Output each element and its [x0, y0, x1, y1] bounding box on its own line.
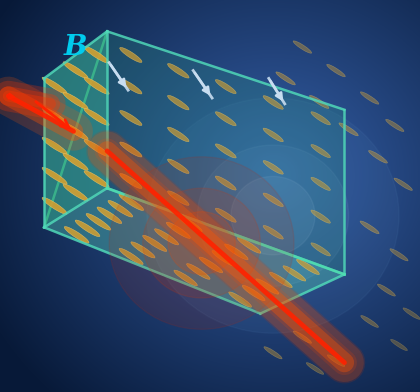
Ellipse shape	[63, 184, 88, 201]
Ellipse shape	[168, 127, 189, 142]
Ellipse shape	[311, 145, 331, 158]
Ellipse shape	[84, 46, 109, 63]
Circle shape	[168, 212, 235, 274]
Ellipse shape	[120, 111, 142, 125]
Ellipse shape	[293, 41, 312, 53]
Ellipse shape	[263, 225, 284, 239]
Ellipse shape	[131, 242, 155, 258]
Ellipse shape	[178, 216, 202, 232]
Ellipse shape	[339, 123, 358, 136]
Ellipse shape	[120, 174, 142, 189]
Ellipse shape	[42, 198, 67, 214]
Ellipse shape	[327, 355, 345, 367]
Circle shape	[147, 98, 399, 333]
Ellipse shape	[84, 171, 109, 187]
Ellipse shape	[264, 347, 282, 359]
Ellipse shape	[119, 194, 144, 211]
Ellipse shape	[119, 249, 143, 265]
Ellipse shape	[327, 64, 345, 77]
Circle shape	[231, 176, 315, 255]
Ellipse shape	[42, 77, 67, 94]
Ellipse shape	[394, 178, 412, 191]
Ellipse shape	[42, 107, 67, 124]
Ellipse shape	[63, 123, 88, 140]
Ellipse shape	[283, 266, 306, 281]
Ellipse shape	[263, 161, 284, 174]
Ellipse shape	[360, 221, 379, 234]
Ellipse shape	[237, 238, 261, 253]
Ellipse shape	[108, 200, 133, 217]
Ellipse shape	[368, 151, 388, 163]
Ellipse shape	[311, 210, 331, 223]
Ellipse shape	[212, 250, 236, 266]
Ellipse shape	[229, 292, 252, 307]
Ellipse shape	[42, 167, 67, 184]
Ellipse shape	[166, 222, 190, 238]
Ellipse shape	[84, 140, 109, 156]
Circle shape	[143, 188, 260, 298]
Ellipse shape	[168, 191, 189, 205]
Ellipse shape	[168, 64, 189, 78]
Ellipse shape	[225, 244, 248, 260]
Ellipse shape	[215, 144, 236, 158]
Polygon shape	[44, 31, 107, 227]
Ellipse shape	[276, 72, 295, 85]
Ellipse shape	[199, 257, 223, 273]
Ellipse shape	[97, 207, 122, 223]
Ellipse shape	[311, 177, 331, 191]
Ellipse shape	[361, 316, 378, 327]
Circle shape	[197, 145, 349, 286]
Ellipse shape	[311, 112, 331, 125]
Ellipse shape	[186, 263, 210, 279]
Ellipse shape	[293, 331, 312, 343]
Ellipse shape	[143, 235, 167, 251]
Ellipse shape	[84, 78, 109, 94]
Ellipse shape	[168, 159, 189, 174]
Ellipse shape	[390, 249, 408, 261]
Polygon shape	[44, 188, 344, 314]
Ellipse shape	[64, 227, 89, 243]
Ellipse shape	[263, 128, 284, 142]
Ellipse shape	[120, 79, 142, 94]
Ellipse shape	[310, 95, 329, 109]
Ellipse shape	[215, 176, 236, 190]
Ellipse shape	[174, 270, 197, 286]
Ellipse shape	[215, 80, 236, 94]
Ellipse shape	[155, 229, 178, 245]
Ellipse shape	[311, 243, 331, 256]
Ellipse shape	[263, 193, 284, 207]
Ellipse shape	[242, 285, 265, 301]
Ellipse shape	[120, 47, 142, 62]
Ellipse shape	[378, 284, 395, 296]
Ellipse shape	[297, 259, 319, 274]
Ellipse shape	[168, 95, 189, 110]
Text: B: B	[64, 34, 87, 60]
Ellipse shape	[403, 308, 420, 319]
Ellipse shape	[215, 208, 236, 222]
Ellipse shape	[269, 272, 292, 288]
Ellipse shape	[263, 96, 284, 109]
Circle shape	[109, 157, 294, 329]
Ellipse shape	[306, 363, 324, 374]
Ellipse shape	[84, 109, 109, 125]
Ellipse shape	[63, 154, 88, 170]
Ellipse shape	[386, 119, 404, 132]
Ellipse shape	[215, 112, 236, 126]
Ellipse shape	[120, 142, 142, 157]
Ellipse shape	[256, 279, 279, 294]
Ellipse shape	[42, 137, 67, 154]
Ellipse shape	[63, 62, 88, 78]
Ellipse shape	[86, 214, 111, 230]
Ellipse shape	[63, 93, 88, 109]
Ellipse shape	[75, 220, 100, 237]
Polygon shape	[107, 31, 344, 274]
Ellipse shape	[391, 339, 407, 350]
Ellipse shape	[360, 92, 379, 104]
